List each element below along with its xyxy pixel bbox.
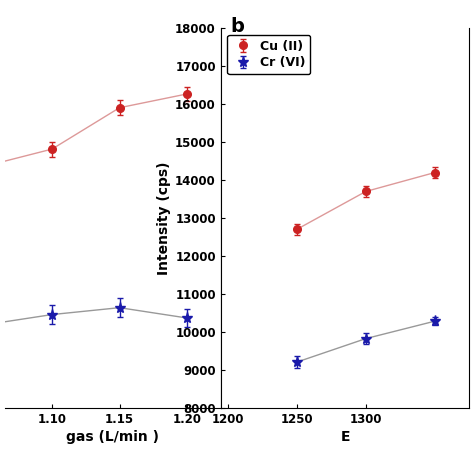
Y-axis label: Intensity (cps): Intensity (cps): [157, 161, 171, 275]
X-axis label: E: E: [340, 429, 350, 444]
X-axis label: gas (L/min ): gas (L/min ): [66, 429, 159, 444]
Text: b: b: [230, 17, 244, 36]
Legend: Cu (II), Cr (VI): Cu (II), Cr (VI): [227, 35, 310, 74]
